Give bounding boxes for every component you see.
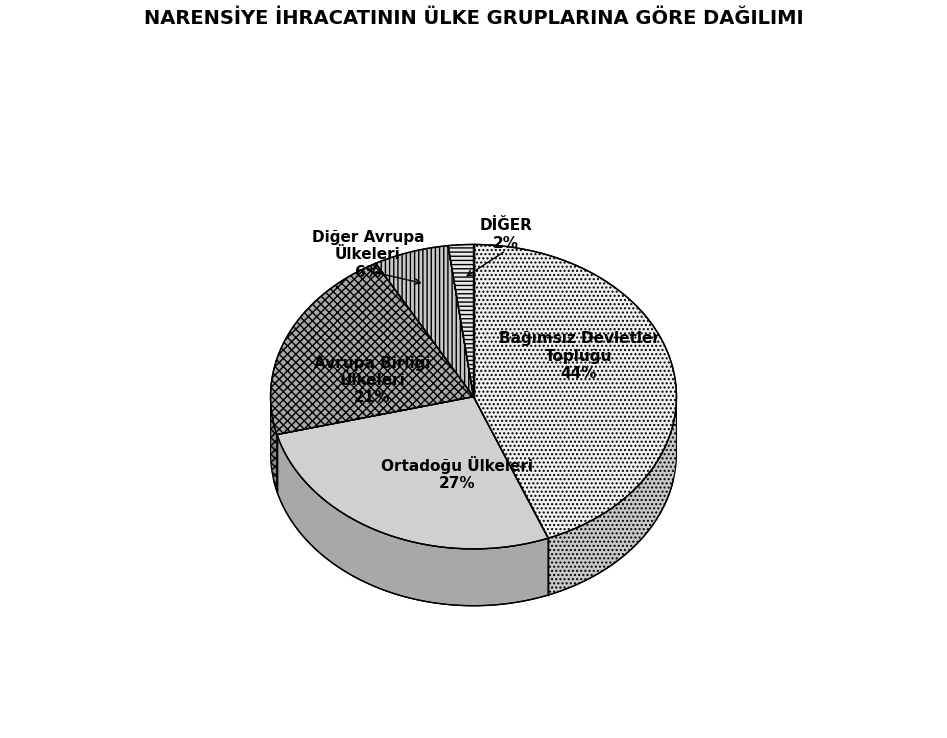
- Polygon shape: [474, 244, 676, 538]
- Text: Avrupa Birliği
Ülkeleri
21%: Avrupa Birliği Ülkeleri 21%: [313, 356, 430, 405]
- Polygon shape: [271, 398, 277, 492]
- Text: Ortadoğu Ülkeleri
27%: Ortadoğu Ülkeleri 27%: [382, 456, 533, 492]
- Polygon shape: [271, 453, 676, 606]
- Polygon shape: [448, 244, 474, 397]
- Polygon shape: [277, 435, 548, 606]
- Polygon shape: [548, 398, 676, 595]
- Text: DİĞER
2%: DİĞER 2%: [479, 218, 532, 250]
- Polygon shape: [271, 263, 474, 435]
- Text: Bağımsız Devletler
Topluğu
44%: Bağımsız Devletler Topluğu 44%: [499, 331, 659, 381]
- Polygon shape: [376, 246, 474, 397]
- Polygon shape: [277, 397, 548, 549]
- Title: NARENSİYE İHRACATININ ÜLKE GRUPLARINA GÖRE DAĞILIMI: NARENSİYE İHRACATININ ÜLKE GRUPLARINA GÖ…: [144, 10, 803, 28]
- Text: Diğer Avrupa
Ülkeleri
6%: Diğer Avrupa Ülkeleri 6%: [312, 230, 424, 280]
